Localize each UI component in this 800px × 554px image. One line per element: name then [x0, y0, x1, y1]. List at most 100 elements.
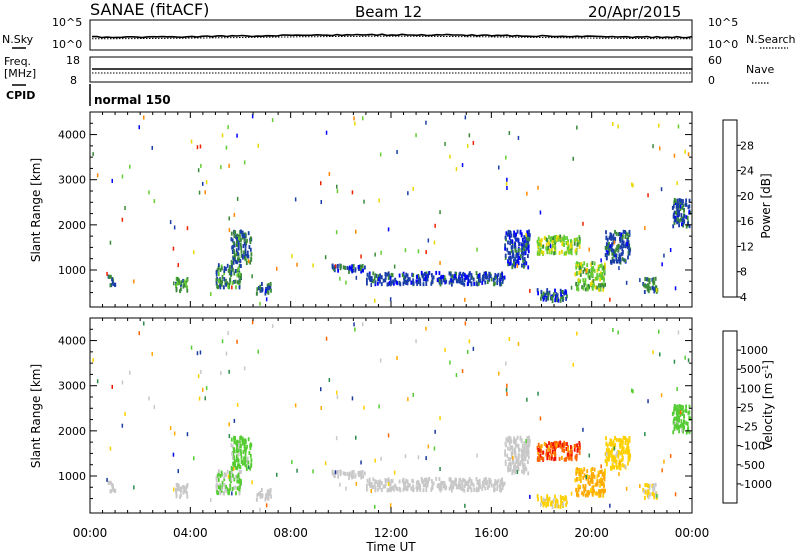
scatter-cell	[570, 250, 573, 255]
scatter-cell	[605, 230, 607, 235]
noise-cell	[196, 145, 199, 150]
scatter-cell	[614, 236, 617, 241]
scatter-cell	[608, 457, 610, 462]
scatter-cell	[217, 472, 220, 477]
noise-cell	[151, 351, 153, 356]
noise-cell	[148, 396, 150, 401]
scatter-cell	[443, 275, 446, 280]
scatter-cell	[680, 404, 683, 409]
time-axis-label: Time UT	[365, 540, 416, 554]
scatter-cell	[671, 412, 674, 416]
scatter-cell	[537, 291, 539, 296]
noise-cell	[186, 432, 189, 437]
scatter-cell	[511, 253, 514, 258]
scatter-cell	[561, 249, 563, 254]
y-tick-label: 3000	[58, 174, 86, 187]
scatter-cell	[228, 488, 231, 493]
scatter-cell	[521, 461, 524, 466]
scatter-cell	[547, 239, 549, 244]
scatter-cell	[332, 472, 335, 477]
scatter-cell	[231, 281, 234, 285]
noise-cell	[412, 392, 414, 397]
scatter-cell	[653, 289, 656, 294]
scatter-cell	[237, 452, 240, 457]
scatter-cell	[416, 281, 418, 286]
scatter-cell	[235, 285, 237, 290]
scatter-cell	[556, 293, 559, 298]
scatter-cell	[352, 263, 355, 268]
scatter-cell	[497, 478, 500, 483]
scatter-cell	[610, 236, 613, 241]
noise-cell	[355, 229, 357, 234]
scatter-cell	[516, 465, 519, 470]
scatter-cell	[464, 273, 466, 278]
scatter-cell	[546, 494, 549, 499]
noise-cell	[251, 114, 254, 119]
scatter-cell	[526, 230, 529, 235]
scatter-cell	[351, 264, 353, 269]
scatter-cell	[467, 484, 470, 489]
scatter-cell	[185, 282, 187, 287]
scatter-cell	[612, 240, 615, 245]
scatter-cell	[235, 491, 237, 496]
noise-cell	[276, 472, 278, 477]
scatter-cell	[628, 457, 631, 462]
scatter-cell	[539, 453, 542, 458]
scatter-cell	[550, 502, 553, 506]
scatter-cell	[617, 257, 620, 262]
scatter-cell	[579, 471, 581, 476]
colorbar-tick-label: 20	[740, 190, 754, 203]
scatter-cell	[360, 269, 363, 274]
scatter-cell	[176, 280, 179, 285]
noise-cell	[676, 387, 678, 392]
scatter-cell	[418, 483, 421, 487]
scatter-cell	[217, 469, 220, 474]
scatter-cell	[621, 237, 624, 242]
scatter-cell	[510, 445, 512, 450]
scatter-cell	[553, 245, 556, 250]
noise-cell	[425, 456, 427, 461]
noise-cell	[476, 247, 478, 252]
scatter-cell	[651, 491, 654, 496]
scatter-cell	[498, 277, 501, 282]
noise-cell	[609, 297, 611, 302]
scatter-cell	[244, 462, 247, 467]
scatter-cell	[256, 291, 258, 296]
scatter-cell	[234, 459, 236, 464]
scatter-cell	[613, 465, 616, 470]
scatter-cell	[540, 456, 543, 461]
scatter-cell	[590, 262, 593, 267]
scatter-cell	[466, 480, 468, 485]
scatter-cell	[514, 232, 517, 237]
scatter-cell	[678, 424, 681, 429]
noise-cell	[404, 248, 407, 253]
scatter-cell	[563, 457, 566, 462]
scatter-cell	[410, 280, 413, 285]
scatter-cell	[579, 272, 582, 277]
scatter-cell	[239, 229, 242, 234]
scatter-cell	[581, 470, 584, 475]
noise-cell	[632, 183, 634, 188]
scatter-cell	[393, 281, 395, 286]
scatter-cell	[506, 438, 509, 443]
scatter-cell	[611, 251, 614, 256]
scatter-cell	[579, 279, 582, 284]
scatter-cell	[590, 472, 593, 477]
noise-cell	[197, 168, 200, 173]
scatter-cell	[605, 454, 608, 459]
scatter-cell	[602, 471, 605, 476]
scatter-cell	[238, 440, 240, 445]
scatter-cell	[647, 489, 650, 494]
noise-cell	[296, 262, 298, 267]
scatter-cell	[235, 248, 238, 253]
noise-cell	[247, 259, 250, 264]
scatter-cell	[230, 231, 233, 236]
scatter-cell	[601, 272, 604, 276]
scatter-cell	[461, 483, 464, 488]
noise-cell	[335, 230, 338, 235]
scatter-cell	[348, 269, 350, 274]
scatter-cell	[509, 251, 511, 256]
noise-cell	[204, 396, 206, 401]
scatter-cell	[679, 407, 682, 412]
scatter-cell	[110, 480, 112, 485]
